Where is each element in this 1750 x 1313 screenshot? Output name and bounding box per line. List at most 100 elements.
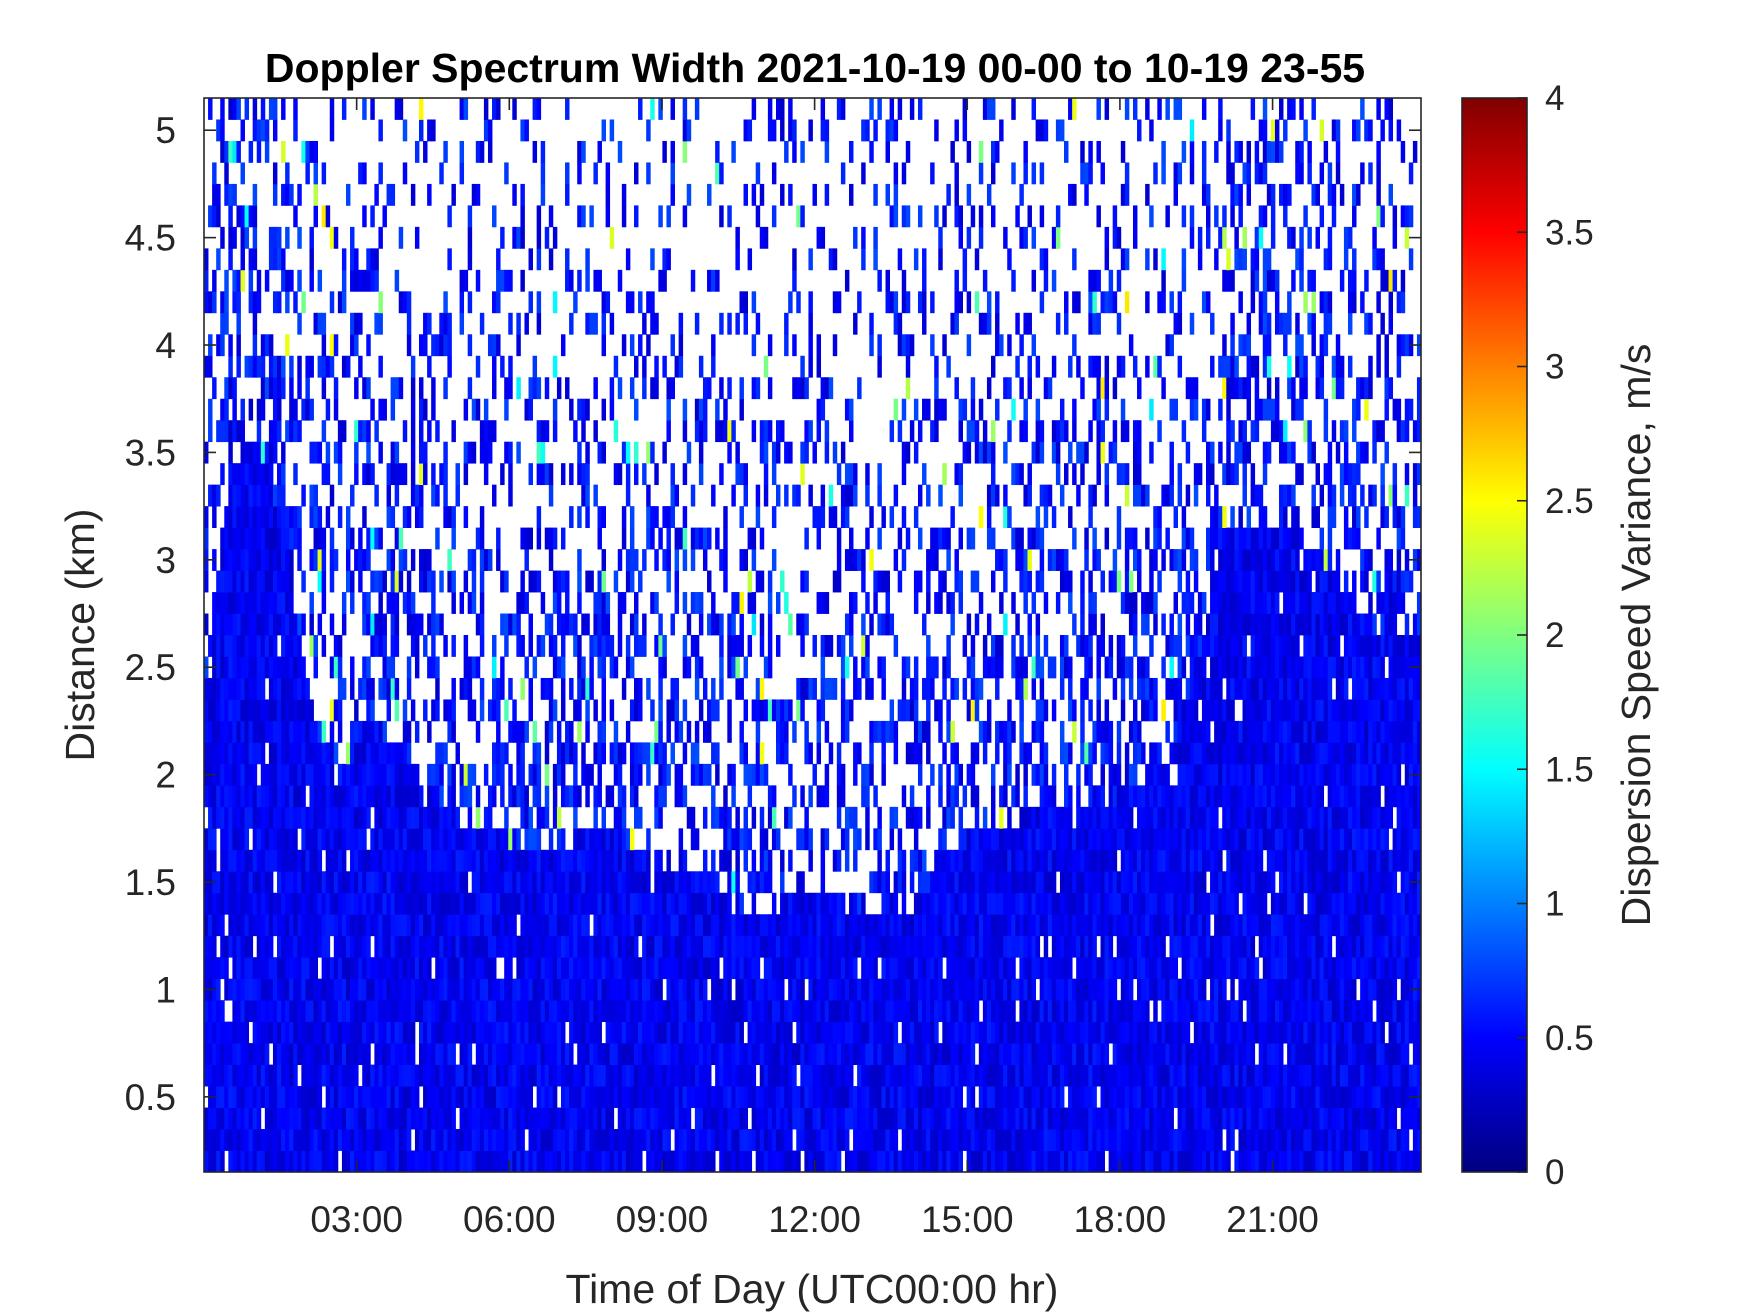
heatmap-cell bbox=[496, 677, 501, 700]
heatmap-cell bbox=[268, 226, 274, 249]
heatmap-cell bbox=[345, 527, 351, 550]
heatmap-cell bbox=[869, 978, 874, 1001]
heatmap-cell bbox=[605, 892, 611, 915]
heatmap-cell bbox=[857, 1107, 862, 1130]
heatmap-cell bbox=[812, 506, 817, 528]
heatmap-cell bbox=[447, 892, 452, 915]
heatmap-cell bbox=[382, 957, 387, 980]
heatmap-cell bbox=[816, 1150, 822, 1173]
heatmap-cell bbox=[711, 978, 716, 1001]
heatmap-cell bbox=[869, 1150, 874, 1173]
heatmap-cell bbox=[406, 1021, 412, 1044]
heatmap-cell bbox=[743, 1064, 748, 1087]
heatmap-cell bbox=[378, 978, 383, 1001]
heatmap-cell bbox=[642, 1107, 647, 1130]
heatmap-cell bbox=[256, 935, 262, 958]
heatmap-cell bbox=[248, 935, 254, 958]
heatmap-cell bbox=[524, 828, 529, 851]
heatmap-cell bbox=[431, 119, 436, 142]
heatmap-cell bbox=[715, 892, 720, 915]
heatmap-cell bbox=[264, 699, 270, 722]
heatmap-cell bbox=[913, 677, 919, 700]
heatmap-cell bbox=[670, 677, 675, 700]
heatmap-cell bbox=[406, 742, 412, 765]
heatmap-cell bbox=[325, 1043, 331, 1065]
heatmap-cell bbox=[293, 527, 298, 550]
heatmap-cell bbox=[682, 463, 688, 486]
heatmap-cell bbox=[536, 377, 542, 400]
heatmap-cell bbox=[638, 699, 643, 722]
heatmap-cell bbox=[366, 1064, 371, 1087]
heatmap-cell bbox=[828, 935, 834, 958]
heatmap-cell bbox=[820, 914, 826, 937]
heatmap-cell bbox=[670, 484, 675, 507]
heatmap-cell bbox=[840, 162, 846, 185]
heatmap-cell bbox=[277, 248, 282, 271]
heatmap-cell bbox=[597, 935, 602, 958]
heatmap-cell bbox=[824, 592, 830, 614]
heatmap-cell bbox=[840, 1064, 846, 1087]
heatmap-cell bbox=[386, 892, 392, 915]
heatmap-cell bbox=[548, 978, 554, 1001]
heatmap-cell bbox=[317, 506, 323, 528]
heatmap-cell bbox=[313, 1150, 318, 1173]
heatmap-cell bbox=[682, 119, 688, 142]
heatmap-cell bbox=[792, 1107, 797, 1130]
heatmap-cell bbox=[305, 1000, 310, 1023]
heatmap-cell bbox=[471, 699, 477, 722]
heatmap-cell bbox=[305, 140, 310, 163]
heatmap-cell bbox=[548, 248, 554, 271]
heatmap-cell bbox=[345, 785, 351, 808]
heatmap-cell bbox=[536, 312, 542, 335]
heatmap-cell bbox=[394, 892, 400, 915]
heatmap-cell bbox=[204, 677, 209, 700]
heatmap-cell bbox=[739, 506, 744, 528]
heatmap-cell bbox=[836, 978, 842, 1001]
heatmap-cell bbox=[208, 828, 213, 851]
heatmap-cell bbox=[301, 978, 306, 1001]
heatmap-cell bbox=[386, 1021, 392, 1044]
heatmap-cell bbox=[427, 1043, 432, 1065]
heatmap-cell bbox=[358, 742, 363, 765]
heatmap-cell bbox=[873, 570, 878, 593]
heatmap-cell bbox=[917, 570, 923, 593]
heatmap-cell bbox=[390, 463, 396, 486]
heatmap-cell bbox=[536, 978, 542, 1001]
heatmap-cell bbox=[889, 935, 895, 958]
heatmap-cell bbox=[402, 849, 408, 872]
heatmap-cell bbox=[682, 742, 688, 765]
heatmap-cell bbox=[634, 162, 639, 185]
heatmap-cell bbox=[277, 463, 282, 486]
heatmap-cell bbox=[840, 978, 846, 1001]
heatmap-cell bbox=[293, 613, 298, 636]
heatmap-cell bbox=[228, 656, 233, 679]
heatmap-cell bbox=[301, 763, 306, 786]
heatmap-cell bbox=[354, 806, 359, 829]
heatmap-cell bbox=[459, 1064, 465, 1087]
heatmap-cell bbox=[264, 806, 270, 829]
heatmap-cell bbox=[289, 570, 294, 593]
heatmap-cell bbox=[861, 635, 866, 657]
heatmap-cell bbox=[901, 463, 907, 486]
heatmap-cell bbox=[694, 1021, 700, 1044]
heatmap-cell bbox=[905, 1000, 911, 1023]
heatmap-cell bbox=[366, 935, 371, 958]
heatmap-cell bbox=[824, 377, 830, 400]
heatmap-cell bbox=[378, 1000, 383, 1023]
heatmap-cell bbox=[419, 441, 424, 464]
heatmap-cell bbox=[804, 613, 809, 636]
heatmap-cell bbox=[289, 957, 294, 980]
heatmap-cell bbox=[816, 699, 822, 722]
heatmap-cell bbox=[747, 1043, 753, 1065]
heatmap-cell bbox=[820, 484, 826, 507]
heatmap-cell bbox=[682, 1064, 688, 1087]
heatmap-cell bbox=[492, 334, 497, 357]
heatmap-cell bbox=[354, 720, 359, 743]
heatmap-cell bbox=[686, 914, 692, 937]
heatmap-cell bbox=[585, 1043, 590, 1065]
heatmap-cell bbox=[727, 312, 732, 335]
heatmap-cell bbox=[820, 1043, 826, 1065]
heatmap-cell bbox=[889, 1107, 895, 1130]
heatmap-cell bbox=[893, 935, 899, 958]
heatmap-cell bbox=[277, 1021, 282, 1044]
